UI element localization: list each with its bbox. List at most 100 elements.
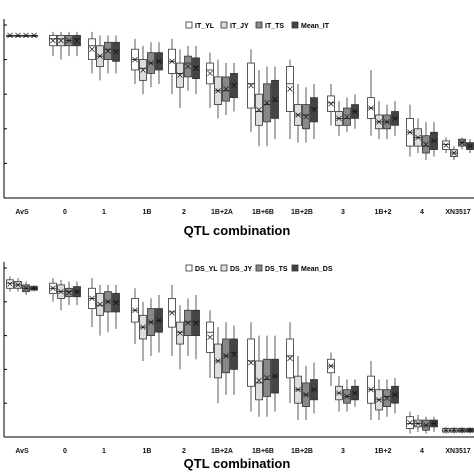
box-Mean_IT-1 [112, 35, 120, 74]
category-label-2: 2 [182, 448, 186, 455]
category-label-4: 4 [420, 209, 424, 216]
legend-label-IT_JY: IT_JY [230, 23, 249, 30]
box-IT_JY-3 [335, 101, 343, 136]
mean-marker [177, 72, 183, 78]
box-IT_TS-4 [422, 121, 430, 160]
box-DS_TS-1B [147, 298, 155, 356]
mean-marker [74, 37, 80, 44]
box-IT_TS-1B+2 [383, 104, 391, 140]
mean-marker [459, 427, 465, 433]
mean-marker [443, 427, 449, 433]
box-IT_TS-2 [184, 45, 192, 91]
box-IT_TS-0 [65, 31, 73, 57]
mean-marker [431, 138, 437, 144]
mean-marker [248, 82, 254, 89]
mean-marker [407, 419, 413, 426]
mean-marker [328, 100, 334, 107]
mean-marker [74, 288, 80, 295]
mean-marker [352, 390, 358, 396]
box-IT_YL-1B [131, 38, 139, 84]
box-IT_JY-1B+2 [375, 101, 383, 140]
box-DS_YL-1B+6B [247, 322, 255, 412]
box-DS_JY-XN3517 [450, 426, 458, 434]
mean-marker [376, 119, 382, 125]
mean-marker [207, 70, 213, 77]
mean-marker [132, 307, 138, 313]
category-label-3: 3 [341, 448, 345, 455]
box-DS_TS-1B+2 [383, 379, 391, 417]
mean-marker [328, 363, 334, 369]
mean-marker [352, 108, 358, 115]
mean-marker [376, 397, 382, 403]
category-label-1: 1 [102, 209, 106, 216]
mean-marker [311, 107, 317, 113]
mean-marker [467, 427, 473, 433]
box-Mean_DS-1B+6B [271, 335, 279, 412]
box-IT_JY-AvS [14, 32, 22, 39]
box-DS_JY-1B+2B [294, 355, 302, 421]
mean-marker [58, 288, 64, 295]
legend-swatch-DS_YL [185, 264, 193, 272]
box-Mean_IT-XN3517 [466, 139, 474, 154]
box-DS_JY-1B+2 [375, 379, 383, 421]
box-Mean_IT-4 [430, 121, 438, 157]
category-label-1B+2B: 1B+2B [291, 209, 313, 216]
mean-marker [223, 353, 229, 359]
box-IT_YL-0 [49, 31, 57, 57]
box-Mean_IT-1B+2A [230, 63, 238, 112]
box-IT_TS-1 [104, 35, 112, 74]
mean-marker [185, 63, 191, 70]
category-label-1B: 1B [143, 448, 152, 455]
mean-marker [368, 386, 374, 393]
legend-label-IT_TS: IT_TS [265, 23, 284, 30]
mean-marker [384, 395, 390, 401]
mean-marker [185, 320, 191, 326]
mean-marker [31, 32, 37, 39]
box-IT_JY-1B+6B [255, 69, 263, 147]
box-IT_YL-3 [327, 83, 335, 126]
mean-marker [215, 358, 221, 364]
mean-marker [89, 295, 95, 302]
box-DS_YL-1B+2B [286, 322, 294, 404]
mean-marker [231, 82, 237, 89]
mean-marker [169, 58, 175, 65]
category-label-1B+2: 1B+2 [375, 209, 392, 216]
box-Mean_DS-1 [112, 284, 120, 329]
box-Mean_DS-AvS [30, 284, 38, 292]
box-Mean_DS-1B+2 [391, 377, 399, 414]
legend-label-Mean_DS: Mean_DS [301, 266, 333, 273]
category-label-AvS: AvS [15, 209, 29, 216]
category-label-1B+2A: 1B+2A [211, 209, 233, 216]
mean-marker [156, 317, 162, 324]
bottom-panel: AvS 0 1 1B 2 1B+2A 1B+6B 1B+2B 3 1B+2 4 XN3517 QTL c… [3, 262, 474, 471]
box-Mean_DS-4 [430, 416, 438, 432]
mean-marker [207, 334, 213, 341]
mean-marker [336, 390, 342, 396]
mean-marker [140, 67, 146, 73]
mean-marker [344, 393, 350, 400]
top-panel: AvS 0 1 1B 2 1B+2A 1B+6B 1B+2B 3 1B+2 4 XN3517 QTL c… [3, 19, 474, 238]
box-DS_JY-2 [176, 305, 184, 370]
legend-swatch-DS_TS [255, 264, 263, 272]
box-IT_TS-1B+2A [222, 63, 230, 115]
x-axis-title: QTL combination [184, 456, 291, 471]
box-DS_TS-1B+2B [302, 366, 310, 421]
box-IT_YL-1B+2A [206, 52, 214, 109]
box-DS_TS-1 [104, 284, 112, 333]
box-IT_JY-XN3517 [450, 146, 458, 160]
mean-marker [256, 377, 262, 384]
mean-marker [31, 285, 37, 292]
mean-marker [256, 107, 262, 113]
mean-marker [303, 113, 309, 120]
mean-marker [392, 115, 398, 122]
mean-marker [7, 32, 13, 39]
mean-marker [415, 420, 421, 427]
box-IT_YL-XN3517 [442, 137, 450, 154]
box-DS_YL-1B+2A [206, 310, 214, 378]
box-DS_TS-2 [184, 298, 192, 356]
category-label-1B: 1B [143, 209, 152, 216]
box-Mean_DS-0 [73, 281, 81, 306]
box-IT_YL-1B+2 [367, 69, 375, 136]
category-label-0: 0 [63, 448, 67, 455]
mean-marker [415, 134, 421, 141]
